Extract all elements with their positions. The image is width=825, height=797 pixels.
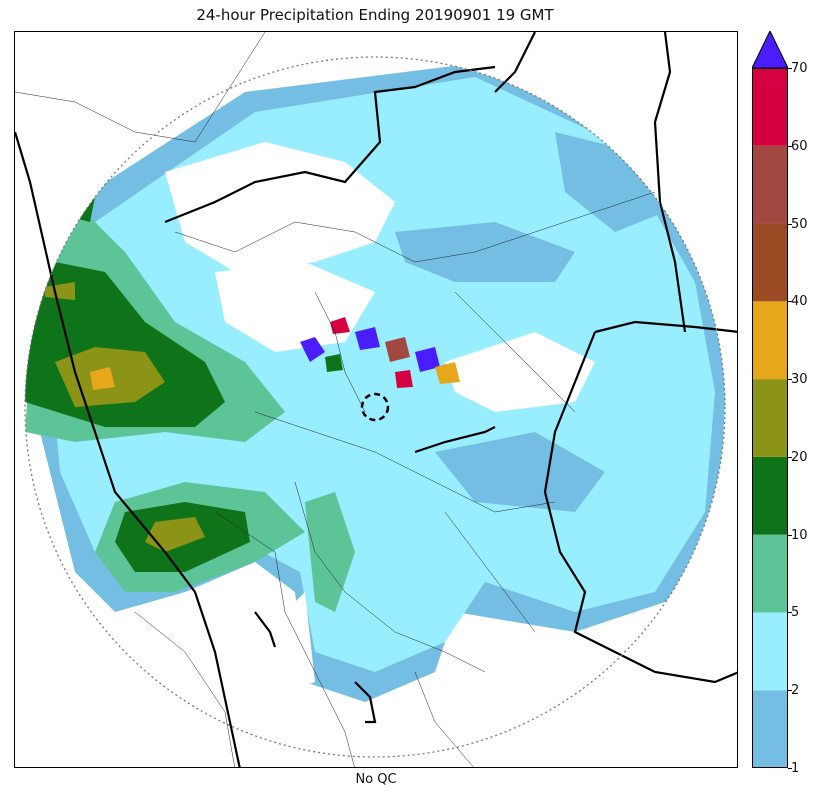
colorbar-tick-label: 30 bbox=[791, 372, 808, 388]
colorbar-band bbox=[752, 223, 788, 302]
no-precip-north bbox=[165, 142, 395, 272]
precip-20-30-southwest bbox=[145, 517, 205, 552]
colorbar-tick-label: 2 bbox=[791, 683, 800, 699]
colorbar-tick-label: 60 bbox=[791, 138, 808, 154]
precipitation-map-svg bbox=[15, 32, 737, 767]
colorbar-tick-mark bbox=[788, 379, 792, 381]
colorbar-band bbox=[752, 301, 788, 380]
colorbar-tick-mark bbox=[788, 68, 792, 69]
colorbar-tick-label: 10 bbox=[791, 527, 808, 543]
colorbar-tick-mark bbox=[788, 223, 792, 225]
no-precip-east bbox=[445, 332, 595, 412]
colorbar-band bbox=[752, 612, 788, 691]
colorbar-tick-label: 1 bbox=[791, 761, 800, 776]
x-axis-label: No QC bbox=[355, 772, 397, 787]
radar-map bbox=[14, 31, 738, 768]
colorbar-tick-label: 20 bbox=[791, 449, 808, 465]
no-precip-south bbox=[275, 592, 315, 692]
colorbar-band bbox=[752, 379, 788, 457]
colorbar-extend-triangle bbox=[752, 31, 788, 68]
colorbar-tick-label: 50 bbox=[791, 216, 808, 232]
colorbar-tick-mark bbox=[788, 612, 792, 614]
colorbar-tick-label: 40 bbox=[791, 294, 808, 310]
colorbar bbox=[752, 68, 788, 768]
national-borders bbox=[15, 32, 737, 767]
colorbar-band bbox=[752, 68, 788, 146]
colorbar-tick-mark bbox=[788, 145, 792, 147]
colorbar-band bbox=[752, 690, 788, 768]
colorbar-band bbox=[752, 145, 788, 224]
precip-1-2-patch-b bbox=[435, 432, 605, 512]
colorbar-tick-mark bbox=[788, 534, 792, 536]
regional-borders bbox=[15, 32, 656, 767]
radar-site-marker bbox=[360, 392, 390, 422]
chart-title: 24-hour Precipitation Ending 20190901 19… bbox=[196, 6, 554, 24]
precip-5-10-south bbox=[305, 492, 355, 612]
colorbar-tick-label: 5 bbox=[791, 605, 800, 621]
colorbar-tick-label: 70 bbox=[791, 61, 808, 76]
colorbar-band bbox=[752, 456, 788, 535]
colorbar-tick-mark bbox=[788, 690, 792, 692]
precip-20-30-west-b bbox=[45, 282, 75, 300]
radar-range-ring bbox=[24, 56, 726, 758]
colorbar-tick-mark bbox=[788, 768, 792, 769]
colorbar-tick-mark bbox=[788, 456, 792, 458]
precip-30-40-west bbox=[90, 367, 115, 390]
colorbar-tick-mark bbox=[788, 301, 792, 303]
precipitation-field bbox=[25, 62, 725, 702]
convective-cells bbox=[300, 317, 460, 388]
colorbar-band bbox=[752, 534, 788, 613]
precip-1-2-patch-a bbox=[395, 222, 575, 282]
